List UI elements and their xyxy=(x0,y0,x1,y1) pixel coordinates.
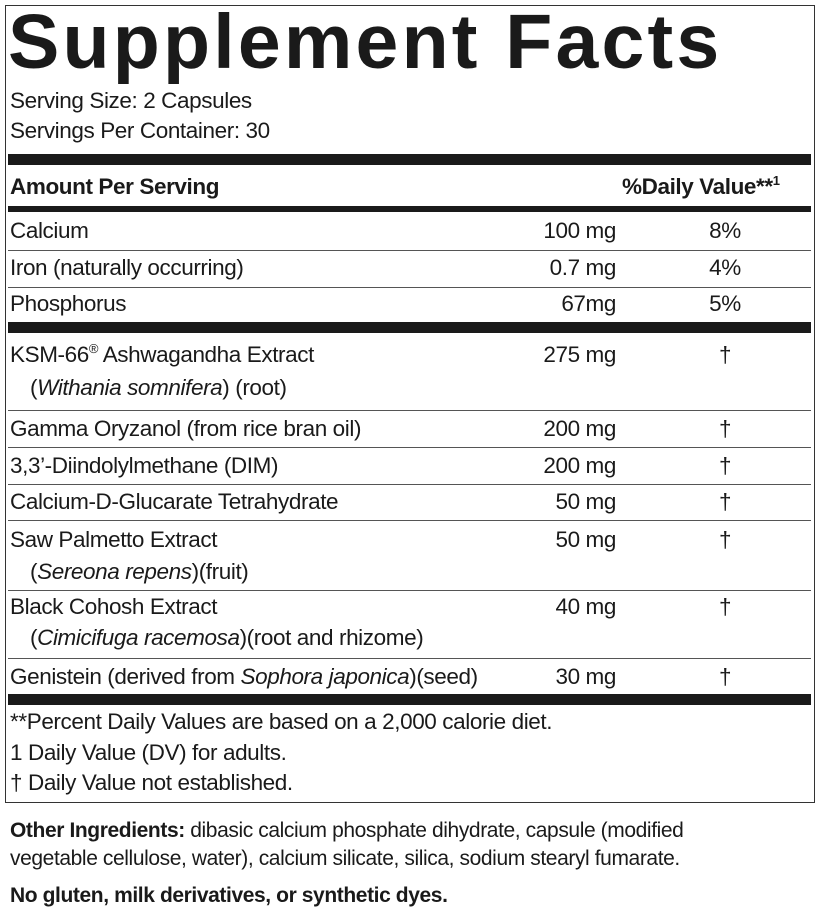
nutrient-dv: 5% xyxy=(709,291,741,316)
ingredient-amount: 275 mg xyxy=(543,342,616,367)
supplement-facts-panel xyxy=(5,5,815,803)
row-divider xyxy=(8,287,811,288)
nutrient-dv: 8% xyxy=(709,218,741,243)
ingredient-amount: 40 mg xyxy=(555,594,616,619)
daily-value-header: %Daily Value**1 xyxy=(622,174,780,200)
row-divider xyxy=(8,250,811,251)
row-divider xyxy=(8,484,811,485)
registered-mark: ® xyxy=(88,341,99,356)
nutrient-amount: 67mg xyxy=(561,291,616,316)
other-ingredients: Other Ingredients: dibasic calcium phosp… xyxy=(10,818,684,844)
other-ingredients-continued: vegetable cellulose, water), calcium sil… xyxy=(10,847,680,870)
ingredient-dv: † xyxy=(718,594,732,619)
ingredient-dv: † xyxy=(718,416,732,441)
footnote: **Percent Daily Values are based on a 2,… xyxy=(10,709,553,734)
daily-value-label: %Daily Value** xyxy=(622,174,773,199)
serving-size: Serving Size: 2 Capsules xyxy=(10,88,252,113)
footnote: † Daily Value not established. xyxy=(10,770,293,795)
ingredient-name-text: KSM-66 xyxy=(10,342,89,367)
nutrient-amount: 100 mg xyxy=(543,218,616,243)
amount-per-serving-header: Amount Per Serving xyxy=(10,174,220,199)
ingredient-amount: 200 mg xyxy=(543,453,616,478)
ingredient-part: ) (root) xyxy=(222,375,287,400)
ingredient-name-text: Genistein (derived from xyxy=(10,664,241,689)
ingredient-name: Genistein (derived from Sophora japonica… xyxy=(10,664,478,690)
ingredient-name: KSM-66® Ashwagandha Extract xyxy=(10,342,314,368)
ingredient-part: )(fruit) xyxy=(191,559,249,584)
allergen-statement: No gluten, milk derivatives, or syntheti… xyxy=(10,884,448,907)
row-divider xyxy=(8,410,811,411)
servings-per-container: Servings Per Container: 30 xyxy=(10,118,270,143)
ingredient-source: (Withania somnifera) (root) xyxy=(30,375,287,400)
ingredient-source: (Cimicifuga racemosa)(root and rhizome) xyxy=(30,625,424,650)
ingredient-dv: † xyxy=(718,664,732,689)
nutrient-dv: 4% xyxy=(709,255,741,280)
nutrient-name: Iron (naturally occurring) xyxy=(10,255,244,280)
ingredient-name-text: Ashwagandha Extract xyxy=(98,342,315,367)
ingredient-name: 3,3’-Diindolylmethane (DIM) xyxy=(10,453,279,478)
latin-name: Sophora japonica xyxy=(240,664,410,689)
latin-name: Sereona repens xyxy=(37,559,192,584)
row-divider xyxy=(8,447,811,448)
divider-thick xyxy=(8,322,811,333)
ingredient-dv: † xyxy=(718,453,732,478)
row-divider xyxy=(8,658,811,659)
ingredient-name: Black Cohosh Extract xyxy=(10,594,218,619)
ingredient-name: Gamma Oryzanol (from rice bran oil) xyxy=(10,416,362,441)
ingredient-source: (Sereona repens)(fruit) xyxy=(30,559,249,584)
nutrient-amount: 0.7 mg xyxy=(549,255,617,280)
nutrient-name: Calcium xyxy=(10,218,89,243)
ingredient-amount: 200 mg xyxy=(543,416,616,441)
row-divider xyxy=(8,520,811,521)
ingredient-part: )(seed) xyxy=(409,664,478,689)
divider-thick xyxy=(8,694,811,705)
nutrient-name: Phosphorus xyxy=(10,291,127,316)
ingredient-amount: 30 mg xyxy=(555,664,616,689)
footnote: 1 Daily Value (DV) for adults. xyxy=(10,740,287,765)
panel-title: Supplement Facts xyxy=(8,0,723,85)
ingredient-name: Calcium-D-Glucarate Tetrahydrate xyxy=(10,489,339,514)
ingredient-part: )(root and rhizome) xyxy=(239,625,424,650)
ingredient-dv: † xyxy=(718,527,732,552)
latin-name: Cimicifuga racemosa xyxy=(37,625,240,650)
divider-thick xyxy=(8,154,811,165)
other-ingredients-label: Other Ingredients: xyxy=(10,819,185,842)
ingredient-dv: † xyxy=(718,489,732,514)
divider-medium xyxy=(8,206,811,212)
ingredient-dv: † xyxy=(718,342,732,367)
latin-name: Withania somnifera xyxy=(37,375,223,400)
ingredient-name: Saw Palmetto Extract xyxy=(10,527,218,552)
ingredient-amount: 50 mg xyxy=(555,527,616,552)
other-ingredients-text: dibasic calcium phosphate dihydrate, cap… xyxy=(184,819,684,842)
daily-value-footnote-mark: 1 xyxy=(772,173,780,188)
row-divider xyxy=(8,590,811,591)
ingredient-amount: 50 mg xyxy=(555,489,616,514)
